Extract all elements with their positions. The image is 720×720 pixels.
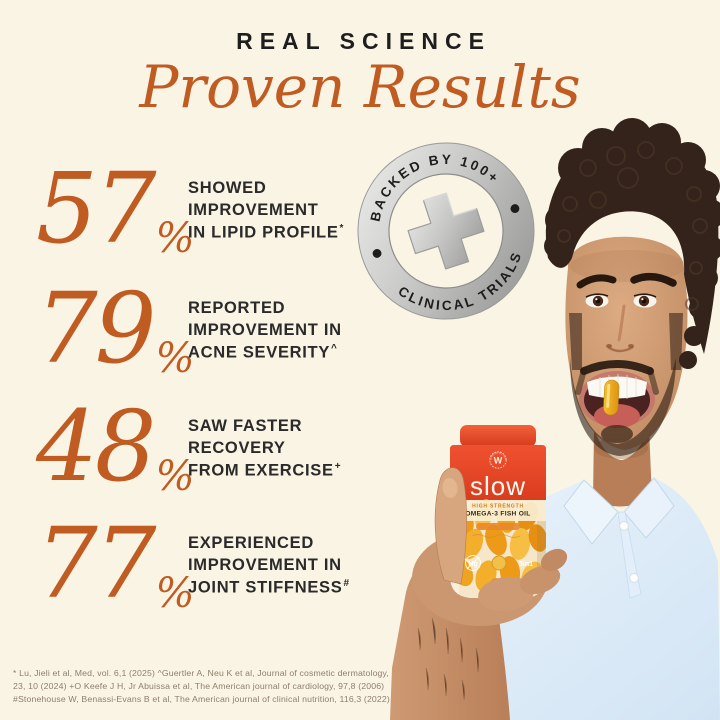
percent-sign: % xyxy=(155,334,195,382)
stat-label-line: SAW FASTER xyxy=(188,417,303,435)
mercury-free-icon: Hg xyxy=(465,555,481,571)
collar-right xyxy=(623,477,675,539)
eyebrow-left xyxy=(576,274,617,289)
stat-label-line: SHOWED xyxy=(188,179,267,197)
stat-value: 77% xyxy=(36,507,195,620)
stat-label: SHOWED IMPROVEMENT IN LIPID PROFILE* xyxy=(188,166,344,244)
svg-text:W: W xyxy=(494,456,503,466)
footnote-line: 23, 10 (2024) +O Keefe J H, Jr Abuissa e… xyxy=(13,681,385,691)
stat-row-lipid: 57% SHOWED IMPROVEMENT IN LIPID PROFILE* xyxy=(36,152,366,265)
eyebrow-right xyxy=(630,272,677,287)
badge-dot-right xyxy=(510,204,520,213)
stat-label-line: EXPERIENCED xyxy=(188,534,314,552)
stat-label-line: JOINT STIFFNESS# xyxy=(188,577,350,597)
stat-row-exercise: 48% SAW FASTER RECOVERY FROM EXERCISE+ xyxy=(36,390,366,503)
bottle-label-red xyxy=(450,445,546,500)
bottle-label-band xyxy=(450,500,546,521)
stat-value: 57% xyxy=(36,152,195,265)
bottle-product-name: OMEGA-3 FISH OIL xyxy=(465,511,530,518)
stat-label-line: IN LIPID PROFILE* xyxy=(188,222,345,242)
collar-left xyxy=(563,479,619,545)
stat-label-line: FROM EXERCISE+ xyxy=(188,460,342,480)
stat-label-line: RECOVERY xyxy=(188,438,286,457)
seal-icon xyxy=(491,555,507,571)
page-title: Proven Results xyxy=(139,53,581,121)
stat-label-line: ACNE SEVERITY^ xyxy=(188,342,338,362)
svg-text:Hg: Hg xyxy=(468,561,477,568)
clinical-trials-badge: BACKED BY 100+ CLINICAL TRIALS xyxy=(354,136,536,326)
mouth xyxy=(579,371,655,428)
stat-label: EXPERIENCED IMPROVEMENT IN JOINT STIFFNE… xyxy=(188,521,350,599)
brand-name: slow xyxy=(470,471,526,501)
stat-ref-mark: # xyxy=(343,577,350,589)
stat-label: REPORTED IMPROVEMENT IN ACNE SEVERITY^ xyxy=(188,286,342,364)
face xyxy=(565,236,688,456)
header: REAL SCIENCE Proven Results xyxy=(0,28,720,118)
stat-ref-mark: + xyxy=(334,460,342,472)
stat-label: SAW FASTER RECOVERY FROM EXERCISE+ xyxy=(188,404,341,482)
footnote-citations: * Lu, Jieli et al, Med, vol. 6,1 (2025) … xyxy=(13,667,423,706)
percent-sign: % xyxy=(155,569,195,617)
stat-label-line: IMPROVEMENT xyxy=(188,200,319,219)
combo-3in1-label: 3in1 xyxy=(519,561,533,568)
percent-sign: % xyxy=(155,452,195,500)
stat-row-acne: 79% REPORTED IMPROVEMENT IN ACNE SEVERIT… xyxy=(36,272,366,385)
footnote-line: #Stonehouse W, Benassi-Evans B et al, Th… xyxy=(13,694,390,704)
hair xyxy=(544,118,720,369)
stat-ref-mark: ^ xyxy=(331,342,338,354)
badge-dot-left xyxy=(372,249,382,258)
nose xyxy=(606,304,634,353)
footnote-line: * Lu, Jieli et al, Med, vol. 6,1 (2025) … xyxy=(13,668,389,678)
hand-fingers xyxy=(434,467,568,612)
stat-label-line: IMPROVEMENT IN xyxy=(188,555,342,574)
percent-sign: % xyxy=(155,214,195,262)
shirt-button xyxy=(619,521,629,531)
thumb xyxy=(434,467,467,585)
stat-value: 48% xyxy=(36,390,195,503)
pill-capsule xyxy=(603,379,620,416)
kicker-text: REAL SCIENCE xyxy=(236,28,491,54)
stat-value: 79% xyxy=(36,272,195,385)
eyes xyxy=(585,293,657,308)
stat-label-line: IMPROVEMENT IN xyxy=(188,320,342,339)
bottle-strength: HIGH STRENGTH xyxy=(472,504,524,510)
bottle-cap xyxy=(460,425,536,447)
stat-row-joint: 77% EXPERIENCED IMPROVEMENT IN JOINT STI… xyxy=(36,507,366,620)
beard xyxy=(569,313,683,456)
stat-label-line: REPORTED xyxy=(188,299,286,317)
stat-ref-mark: * xyxy=(339,222,345,234)
shirt-button xyxy=(629,573,639,583)
